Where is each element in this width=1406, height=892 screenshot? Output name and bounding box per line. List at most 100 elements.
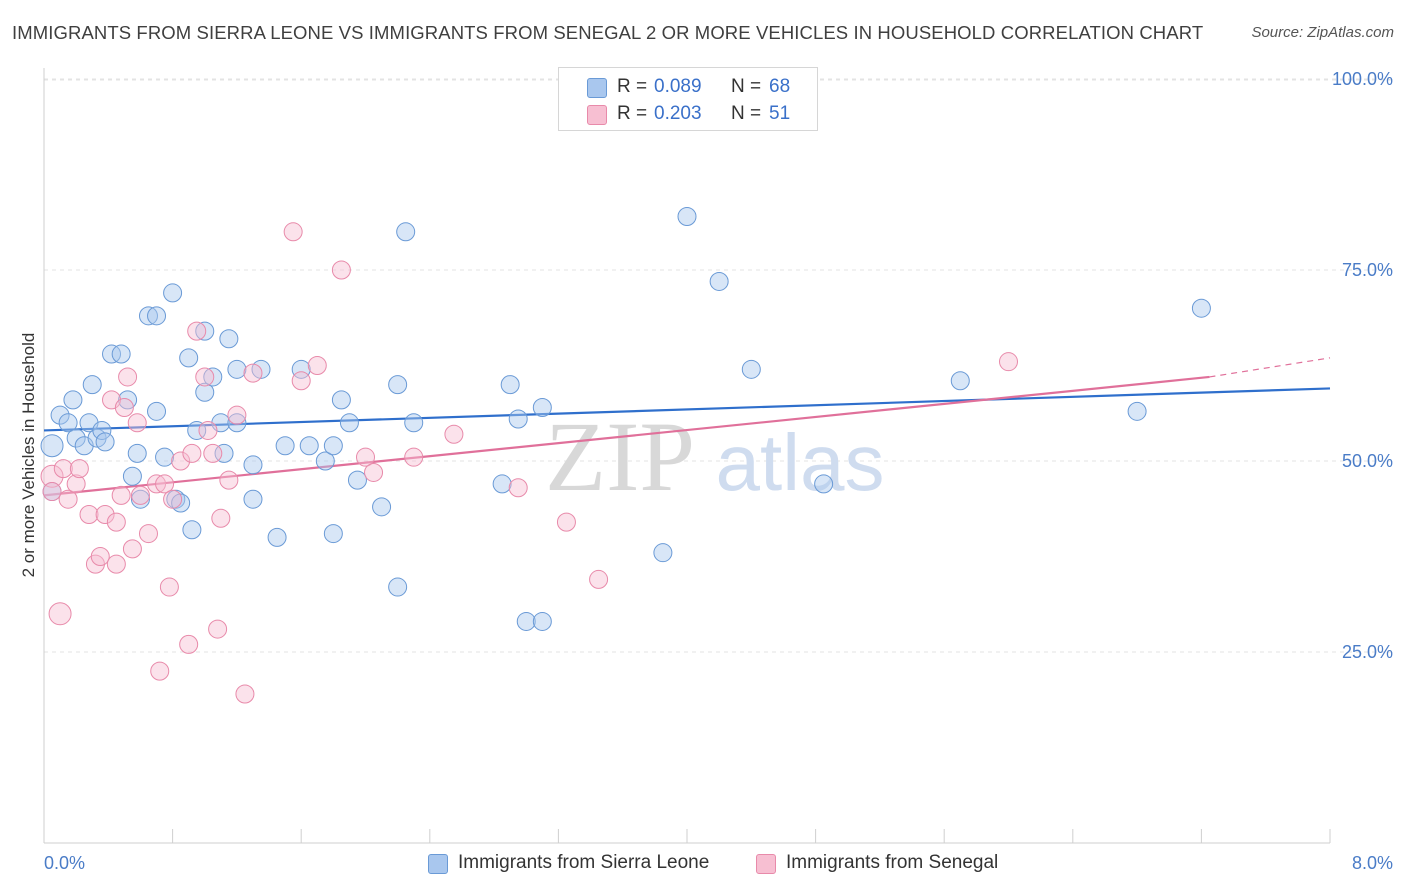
data-point xyxy=(182,520,202,540)
legend-label: Immigrants from Sierra Leone xyxy=(458,852,710,873)
data-point xyxy=(138,524,158,544)
data-point xyxy=(147,474,167,494)
series-senegal xyxy=(40,222,1018,704)
data-point xyxy=(50,405,70,425)
data-point xyxy=(307,356,327,375)
data-point xyxy=(677,207,697,227)
data-point xyxy=(106,554,126,574)
data-point xyxy=(147,401,167,421)
series-legend: Immigrants from Sierra Leone Immigrants … xyxy=(0,852,1406,878)
data-point xyxy=(155,447,175,467)
data-point xyxy=(42,482,62,502)
x-tick-label: 0.0% xyxy=(44,853,85,873)
data-point xyxy=(1191,298,1211,318)
data-point xyxy=(163,283,183,303)
data-point xyxy=(589,569,609,589)
r-value: 0.203 xyxy=(654,103,702,124)
data-point xyxy=(243,489,263,509)
tick-labels: 25.0% 50.0% 75.0% 100.0% 0.0% 8.0% xyxy=(44,69,1393,873)
data-point xyxy=(396,222,416,242)
data-point xyxy=(508,478,528,498)
n-label: N = xyxy=(731,76,762,97)
data-point xyxy=(147,306,167,326)
n-label: N = xyxy=(731,103,762,124)
r-label: R = xyxy=(617,76,648,97)
y-axis-label: 2 or more Vehicles in Household xyxy=(19,333,38,578)
data-point xyxy=(516,611,536,631)
data-point xyxy=(331,390,351,410)
data-point xyxy=(63,390,83,410)
data-point xyxy=(179,348,199,368)
data-point xyxy=(122,539,142,559)
y-tick-label: 25.0% xyxy=(1342,642,1393,662)
data-point xyxy=(122,466,142,486)
data-point xyxy=(150,661,170,681)
grid-lines xyxy=(44,78,1392,653)
data-point xyxy=(118,367,138,387)
trend-line-sierra-leone xyxy=(43,387,1331,432)
data-point xyxy=(709,271,729,291)
data-point xyxy=(508,409,528,429)
data-point xyxy=(127,413,147,433)
data-point xyxy=(53,459,73,479)
data-point xyxy=(138,306,158,326)
data-point xyxy=(58,489,78,509)
data-point xyxy=(283,222,303,242)
data-point xyxy=(40,434,64,458)
data-point xyxy=(66,428,86,448)
data-point xyxy=(159,577,179,597)
legend-swatch-senegal xyxy=(756,854,776,874)
y-tick-label: 75.0% xyxy=(1342,260,1393,280)
data-point xyxy=(291,371,311,391)
data-point xyxy=(999,352,1018,372)
data-point xyxy=(95,432,115,452)
chart-title: IMMIGRANTS FROM SIERRA LEONE VS IMMIGRAN… xyxy=(12,22,1204,43)
data-point xyxy=(814,474,834,494)
data-point xyxy=(163,489,183,509)
data-point xyxy=(356,447,375,467)
data-point xyxy=(275,436,295,456)
x-tick-label: 8.0% xyxy=(1352,853,1393,873)
data-point xyxy=(339,413,359,433)
source-credit: Source: ZipAtlas.com xyxy=(1251,24,1394,41)
data-point xyxy=(492,474,512,494)
data-point xyxy=(444,424,464,444)
data-point xyxy=(198,420,218,440)
data-point xyxy=(388,375,408,395)
data-point xyxy=(299,436,319,456)
data-point xyxy=(331,260,351,280)
data-point xyxy=(372,497,392,517)
data-point xyxy=(48,602,72,626)
data-point xyxy=(182,443,202,463)
axes xyxy=(43,68,1331,844)
data-point xyxy=(556,512,576,532)
data-point xyxy=(227,405,247,425)
data-point xyxy=(155,474,175,494)
n-value: 68 xyxy=(769,76,791,97)
data-point xyxy=(203,443,223,463)
data-point xyxy=(114,398,134,418)
watermark-zip: ZIP xyxy=(545,401,695,512)
data-point xyxy=(1127,401,1147,421)
correlation-legend: R = 0.089 N = 68 R = 0.203 N = 51 xyxy=(558,67,818,131)
data-point xyxy=(235,684,255,704)
data-point xyxy=(653,543,673,563)
data-point xyxy=(364,462,384,482)
data-point xyxy=(195,321,215,341)
watermark: ZIP atlas xyxy=(545,401,884,512)
data-point xyxy=(741,359,761,379)
r-value: 0.089 xyxy=(654,76,702,97)
data-point xyxy=(195,382,215,402)
data-point xyxy=(347,470,367,490)
data-point xyxy=(323,436,343,456)
data-point xyxy=(404,447,424,467)
data-point xyxy=(208,619,228,639)
data-point xyxy=(404,413,424,433)
legend-swatch-sierra-leone xyxy=(428,854,448,874)
data-point xyxy=(219,470,239,490)
data-point xyxy=(106,512,126,532)
data-point xyxy=(243,363,263,383)
data-point xyxy=(187,420,207,440)
data-point xyxy=(267,527,287,547)
trend-lines xyxy=(43,357,1331,497)
